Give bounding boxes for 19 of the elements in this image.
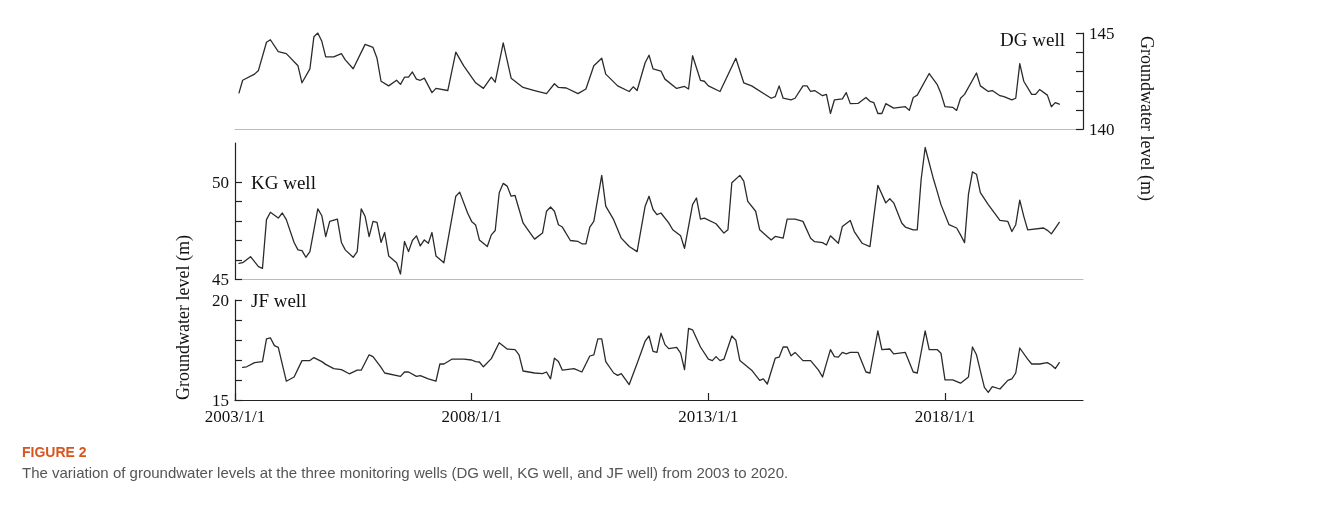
- y2-tick-label: 140: [1089, 120, 1115, 139]
- line-series: [238, 146, 1060, 275]
- y-axis-title: Groundwater level (m): [173, 234, 194, 403]
- series-label: JF well: [251, 289, 307, 311]
- y2-axis-title: Groundwater level (m): [1136, 34, 1157, 203]
- x-tick-label: 2008/1/1: [441, 407, 502, 426]
- text: The variation of groundwater levels at the three monitoring wells (DG well, KG well, and JF well) from 2003 to 2020.: [22, 464, 790, 481]
- y-tick-label: 20: [212, 290, 229, 310]
- line-series: [242, 327, 1060, 394]
- y2-tick-label: 145: [1089, 23, 1115, 43]
- x-tick-label: 2018/1/1: [914, 407, 976, 426]
- series-label: KG well: [251, 171, 316, 193]
- series-label: DG well: [1000, 28, 1065, 50]
- x-tick-label: 2013/1/1: [678, 407, 739, 426]
- y-tick-label: 15: [212, 390, 229, 410]
- y-tick-label: 45: [212, 270, 229, 289]
- y-tick-label: 50: [212, 172, 229, 192]
- caption: FIGURE 2: [22, 444, 88, 460]
- x-tick-label: 2003/1/1: [204, 407, 266, 426]
